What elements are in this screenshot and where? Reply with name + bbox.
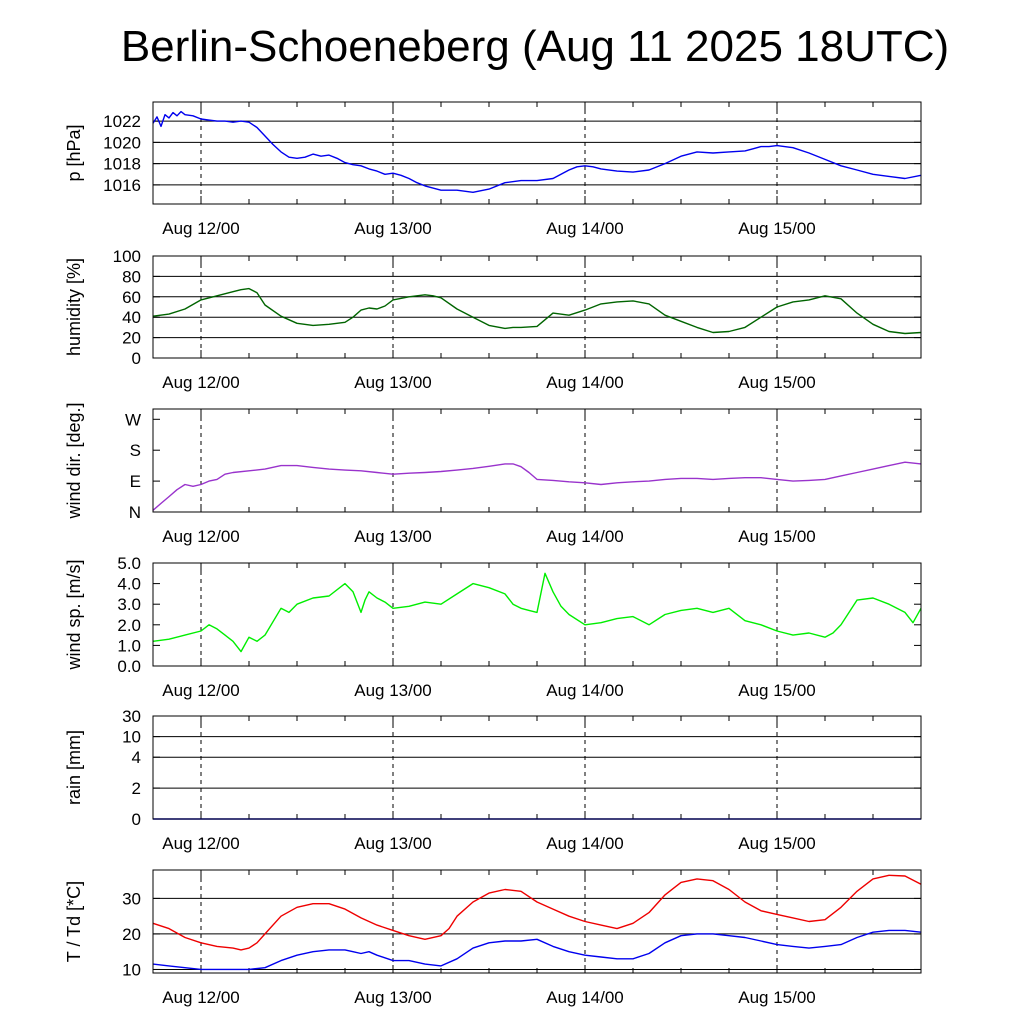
x-tick-label: Aug 13/00 [354,219,432,238]
x-tick-label: Aug 15/00 [738,527,816,546]
x-tick-label: Aug 13/00 [354,834,432,853]
x-tick-label: Aug 15/00 [738,219,816,238]
y-axis-label: T / Td [*C] [64,881,84,962]
y-tick-label: 30 [122,889,141,908]
x-tick-label: Aug 12/00 [162,219,240,238]
y-tick-label: 0.0 [117,657,141,676]
panel-6: 10 20 30 T / Td [*C] Aug 12/00 Aug 13/00 Aug 1… [64,869,922,1007]
x-tick-label: Aug 13/00 [354,373,432,392]
y-tick-label: 4 [132,748,141,767]
y-tick-label: E [130,472,141,491]
y-tick-label: 1016 [103,176,141,195]
panel-5: 0 2 410 30 rain [mm] Aug 12/00 Aug 13/00 Aug 14… [64,707,922,853]
panel-frame [152,408,922,513]
y-tick-label: 1018 [103,155,141,174]
x-tick-label: Aug 14/00 [546,681,624,700]
panel-frame [152,101,922,205]
x-tick-label: Aug 12/00 [162,988,240,1007]
x-tick-label: Aug 12/00 [162,373,240,392]
chart-title: Berlin-Schoeneberg (Aug 11 2025 18UTC) [120,22,950,71]
y-tick-label: 5.0 [117,554,141,573]
y-tick-label: 0 [132,349,141,368]
panel-frame [152,562,922,667]
y-tick-label: 100 [113,247,141,266]
series-line-2 [152,929,922,971]
series-line-1 [152,287,922,335]
x-tick-label: Aug 14/00 [546,527,624,546]
series-line-1 [152,110,922,194]
x-tick-label: Aug 14/00 [546,373,624,392]
panel-frame [152,869,922,974]
y-tick-label: 0 [132,810,141,829]
y-tick-label: 20 [122,925,141,944]
x-tick-label: Aug 12/00 [162,834,240,853]
y-tick-label: 20 [122,329,141,348]
y-tick-label: N [129,503,141,522]
y-tick-label: W [125,410,141,429]
x-tick-label: Aug 14/00 [546,219,624,238]
x-tick-label: Aug 13/00 [354,988,432,1007]
x-tick-label: Aug 13/00 [354,527,432,546]
y-tick-label: 3.0 [117,595,141,614]
panel-1: 1016 1018 1020 1022 p [hPa] Aug 12/00 Aug 13/0… [64,101,922,238]
y-axis-label: humidity [%] [64,258,84,356]
panel-4: 0.0 1.02.0 3.04.0 5.0 wind sp. [m/s] Aug 12/0… [64,554,922,700]
y-tick-label: 30 [122,707,141,726]
x-tick-label: Aug 15/00 [738,681,816,700]
y-axis-label: p [hPa] [64,124,84,181]
panel-frame [152,255,922,359]
y-axis-label: rain [mm] [64,730,84,805]
x-tick-label: Aug 12/00 [162,681,240,700]
y-tick-label: 60 [122,288,141,307]
y-tick-label: 1.0 [117,636,141,655]
x-tick-label: Aug 12/00 [162,527,240,546]
y-axis-label: wind dir. [deg.] [64,402,84,519]
series-line-1 [152,572,922,653]
y-tick-label: 40 [122,308,141,327]
y-tick-label: S [130,441,141,460]
y-tick-label: 2 [132,779,141,798]
y-tick-label: 2.0 [117,616,141,635]
x-tick-label: Aug 15/00 [738,988,816,1007]
panel-frame [152,715,922,820]
y-axis-label: wind sp. [m/s] [64,559,84,670]
x-tick-label: Aug 15/00 [738,834,816,853]
x-tick-label: Aug 15/00 [738,373,816,392]
y-tick-label: 10 [122,728,141,747]
x-tick-label: Aug 14/00 [546,988,624,1007]
y-tick-label: 1022 [103,112,141,131]
y-tick-label: 1020 [103,133,141,152]
series-line-1 [152,461,922,511]
x-tick-label: Aug 13/00 [354,681,432,700]
y-tick-label: 4.0 [117,575,141,594]
series-line-1 [152,874,922,951]
y-tick-label: 10 [122,960,141,979]
x-tick-label: Aug 14/00 [546,834,624,853]
y-tick-label: 80 [122,267,141,286]
